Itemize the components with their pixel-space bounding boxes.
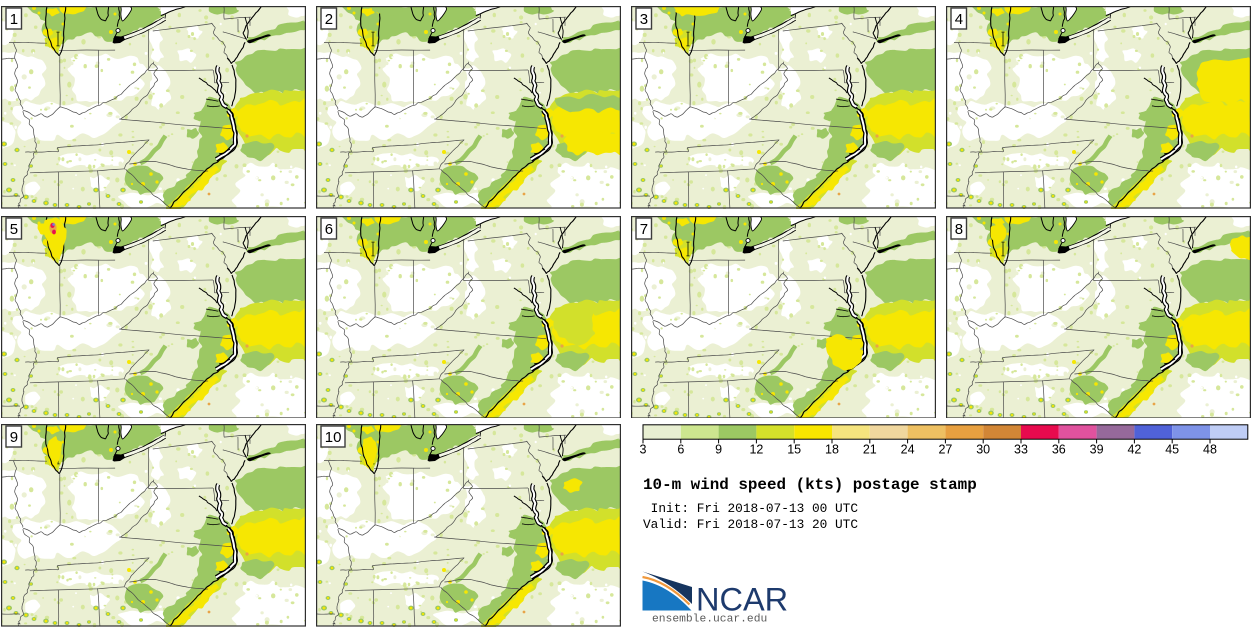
svg-text:5: 5 — [9, 221, 17, 238]
svg-text:24: 24 — [901, 443, 915, 457]
svg-text:10: 10 — [324, 429, 341, 446]
svg-text:9: 9 — [9, 429, 17, 446]
svg-text:33: 33 — [1014, 443, 1028, 457]
svg-text:6: 6 — [677, 443, 684, 457]
svg-text:30: 30 — [976, 443, 990, 457]
svg-text:21: 21 — [863, 443, 877, 457]
svg-text:48: 48 — [1203, 443, 1217, 457]
svg-text:NCAR: NCAR — [696, 582, 788, 618]
svg-text:4: 4 — [954, 11, 962, 28]
svg-text:12: 12 — [749, 443, 763, 457]
svg-text:3: 3 — [640, 443, 647, 457]
svg-text:42: 42 — [1127, 443, 1141, 457]
svg-text:8: 8 — [954, 221, 962, 238]
svg-text:45: 45 — [1165, 443, 1179, 457]
svg-text:27: 27 — [938, 443, 952, 457]
svg-text:9: 9 — [715, 443, 722, 457]
svg-text:3: 3 — [639, 11, 647, 28]
svg-text:2: 2 — [324, 11, 332, 28]
svg-text:36: 36 — [1052, 443, 1066, 457]
svg-text:1: 1 — [9, 11, 17, 28]
svg-text:ensemble.ucar.edu: ensemble.ucar.edu — [652, 614, 767, 626]
svg-text:39: 39 — [1090, 443, 1104, 457]
svg-text:15: 15 — [787, 443, 801, 457]
svg-text:18: 18 — [825, 443, 839, 457]
svg-text:6: 6 — [324, 221, 332, 238]
svg-text:7: 7 — [639, 221, 647, 238]
